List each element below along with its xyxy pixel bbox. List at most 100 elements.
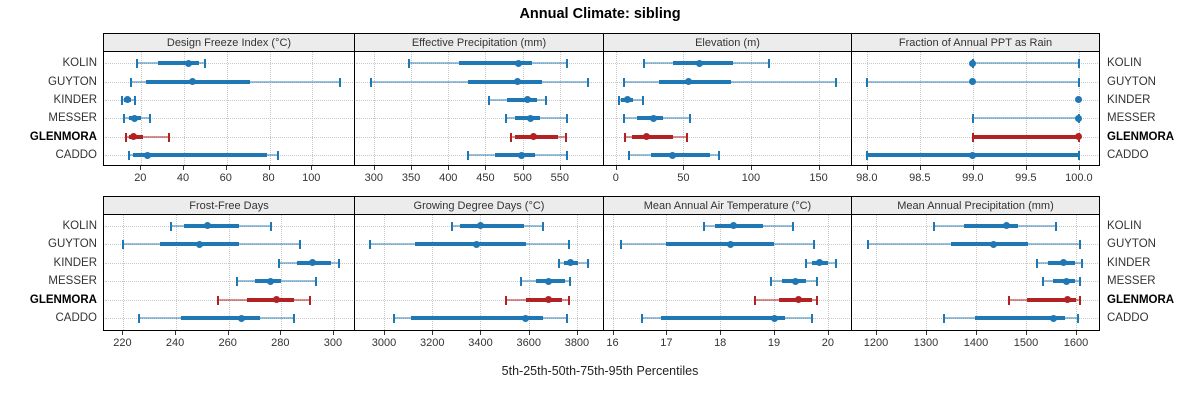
gridline-h [356, 118, 602, 120]
whisker-cap-high [717, 151, 720, 160]
axis-tick [332, 331, 334, 335]
whisker-cap-low [754, 295, 757, 305]
whisker-cap-high [1077, 59, 1080, 69]
gridline-v [818, 52, 820, 165]
gridline-v [411, 52, 413, 165]
whisker-cap-low [619, 240, 622, 249]
axis-tick-label: 240 [165, 337, 185, 349]
gridline-v [1078, 52, 1080, 165]
gridline-v [383, 215, 385, 330]
iqr-bar [963, 223, 1018, 228]
axis-tick [183, 166, 185, 170]
whisker-cap-high [586, 258, 589, 268]
gridline-v [972, 52, 974, 165]
station-label-right-caddo: CADDO [1107, 312, 1149, 324]
panel-strip: Frost-Free Days [103, 196, 355, 215]
axis-tick-label: 450 [476, 172, 495, 184]
gridline-h [105, 281, 353, 282]
panel-strip: Mean Annual Precipitation (mm) [852, 196, 1100, 215]
iqr-bar [972, 134, 1079, 139]
whisker-cap-high [587, 77, 590, 87]
median-dot [513, 78, 521, 86]
gridline-h [356, 281, 602, 282]
median-dot [524, 96, 532, 104]
whisker-cap-high [338, 258, 341, 268]
axis-tick-label: 50 [677, 172, 690, 184]
iqr-bar [660, 316, 785, 320]
median-dot [526, 114, 534, 122]
whisker-cap-high [1078, 277, 1081, 286]
axis-tick-label: 20 [134, 172, 147, 184]
station-label-left-kinder: KINDER [53, 256, 97, 269]
axis-tick-label: 0 [612, 172, 619, 184]
axis-tick-label: 1200 [863, 337, 889, 349]
gridline-v [522, 52, 524, 165]
axis-tick [919, 166, 921, 170]
axis-tick-label: 100 [741, 172, 761, 184]
station-label-right-guyton: GUYTON [1107, 238, 1156, 250]
station-label-right-kinder: KINDER [1107, 93, 1151, 106]
median-dot [567, 259, 575, 266]
gridline-h [356, 136, 602, 138]
axis-tick-label: 3400 [468, 337, 493, 349]
median-dot [1075, 96, 1083, 104]
whisker-cap-high [277, 151, 280, 160]
gridline-h [853, 262, 1098, 264]
gridline-v [1026, 215, 1027, 330]
axis-tick [122, 331, 124, 335]
whisker-cap-high [566, 59, 569, 69]
gridline-h [605, 155, 850, 156]
axis-tick-label: 1500 [1013, 337, 1039, 349]
axis-tick-label: 550 [550, 172, 570, 184]
whisker-cap-low [504, 295, 507, 305]
panel-elevation-m [604, 52, 852, 166]
gridline-v [919, 52, 921, 165]
whisker-cap-low [138, 314, 141, 323]
iqr-bar [1026, 297, 1076, 302]
whisker-cap-high [1055, 221, 1057, 231]
median-dot [204, 222, 212, 229]
whisker-cap-high [565, 151, 568, 160]
axis-tick-label: 300 [364, 172, 384, 184]
gridline-v [720, 215, 722, 330]
iqr-bar [132, 153, 268, 157]
whisker-cap-low [867, 240, 869, 249]
gridline-v [576, 215, 578, 330]
median-dot [1075, 114, 1083, 122]
station-label-right-messer: MESSER [1107, 112, 1156, 125]
axis-tick-label: 150 [809, 172, 828, 184]
whisker-cap-low [136, 59, 139, 69]
axis-tick [576, 331, 578, 335]
whisker-cap-low [509, 132, 512, 142]
median-dot [669, 151, 677, 159]
whisker-cap-high [542, 221, 545, 231]
iqr-bar [632, 134, 673, 139]
gridline-h [105, 63, 353, 65]
axis-tick-label: 3000 [371, 337, 397, 349]
median-dot [196, 240, 204, 248]
median-dot [309, 259, 317, 266]
axis-tick [559, 166, 561, 170]
axis-tick-label: 100.0 [1065, 172, 1093, 184]
panel-title: Elevation (m) [695, 36, 760, 49]
axis-tick [227, 331, 229, 335]
whisker-cap-low [277, 258, 280, 268]
median-dot [1063, 296, 1071, 303]
axis-tick-label: 3600 [516, 337, 541, 349]
iqr-bar [666, 242, 775, 246]
axis-tick-label: 18 [714, 337, 727, 349]
gridline-v [876, 215, 877, 330]
station-label-left-kolin: KOLIN [62, 219, 97, 232]
gridline-h [356, 155, 602, 156]
axis-tick-label: 1400 [963, 337, 989, 349]
whisker-cap-low [505, 114, 508, 124]
axis-tick [972, 166, 974, 170]
median-dot [184, 59, 192, 67]
axis-tick-label: 99.5 [1015, 172, 1037, 184]
median-dot [123, 96, 131, 104]
gridline-h [356, 299, 602, 301]
range-line [126, 135, 170, 138]
whisker-cap-high [269, 221, 272, 231]
gridline-h [605, 262, 850, 264]
